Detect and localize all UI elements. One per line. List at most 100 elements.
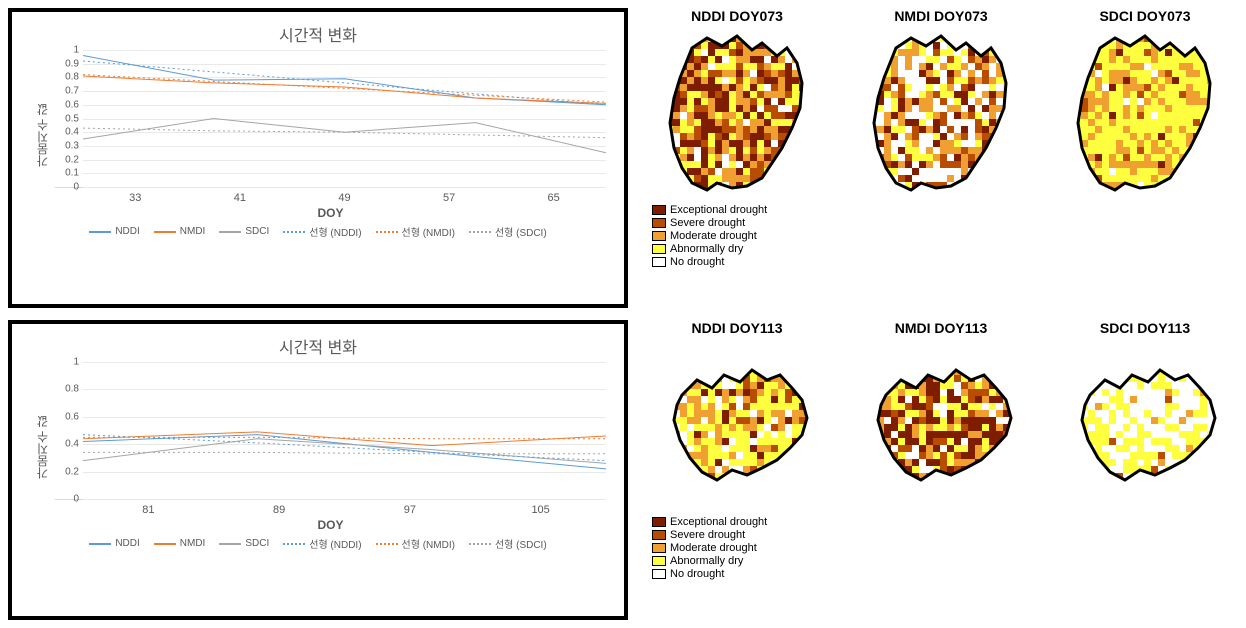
- top-row: 시간적 변화 가뭄지수 값 00.10.20.30.40.50.60.70.80…: [8, 8, 1238, 308]
- map-legend-swatch: [652, 569, 666, 579]
- legend-item: SDCI: [219, 536, 269, 551]
- legend-item: NDDI: [89, 536, 139, 551]
- xtick: 105: [475, 504, 606, 516]
- ytick: 0.8: [55, 384, 79, 395]
- ytick: 0.4: [55, 127, 79, 138]
- map-legend-label: Severe drought: [670, 529, 745, 541]
- legend-label: SDCI: [245, 226, 269, 237]
- chart-2-xaxis: 818997105: [83, 504, 606, 516]
- map-cell: SDCI DOY113: [1052, 320, 1238, 510]
- chart-2-legend: NDDINMDISDCI선형 (NDDI)선형 (NMDI)선형 (SDCI): [30, 536, 606, 551]
- ytick: 0.2: [55, 154, 79, 165]
- legend-label: 선형 (NMDI): [402, 224, 455, 239]
- maps-bottom-panel: NDDI DOY113 NMDI DOY113 SDCI DOY113 Except…: [644, 320, 1238, 620]
- chart-1-plot: 00.10.20.30.40.50.60.70.80.91: [55, 50, 606, 188]
- map-legend-label: Severe drought: [670, 217, 745, 229]
- chart-1-panel: 시간적 변화 가뭄지수 값 00.10.20.30.40.50.60.70.80…: [8, 8, 628, 308]
- map-legend-label: Abnormally dry: [670, 243, 743, 255]
- chart-2-panel: 시간적 변화 가뭄지수 값 00.20.40.60.81 818997105 D…: [8, 320, 628, 620]
- ytick: 0.6: [55, 99, 79, 110]
- legend-label: NMDI: [180, 538, 206, 549]
- legend-item: 선형 (SDCI): [469, 536, 547, 551]
- map-legend-label: Moderate drought: [670, 230, 757, 242]
- map-legend-swatch: [652, 231, 666, 241]
- chart-1-plot-wrap: 00.10.20.30.40.50.60.70.80.91 3341495765…: [55, 50, 606, 220]
- legend-label: 선형 (NDDI): [309, 224, 361, 239]
- map-cell: NDDI DOY113: [644, 320, 830, 510]
- xtick: 49: [292, 192, 397, 204]
- ytick: 0.3: [55, 140, 79, 151]
- legend-item: NDDI: [89, 224, 139, 239]
- map-cell: NDDI DOY073: [644, 8, 830, 198]
- chart-2-area: 가뭄지수 값 00.20.40.60.81 818997105 DOY: [30, 362, 606, 532]
- ytick: 0.1: [55, 168, 79, 179]
- legend-label: NDDI: [115, 226, 139, 237]
- ytick: 0.5: [55, 113, 79, 124]
- map-legend-label: Moderate drought: [670, 542, 757, 554]
- legend-label: 선형 (NDDI): [309, 536, 361, 551]
- legend-item: SDCI: [219, 224, 269, 239]
- xtick: 65: [501, 192, 606, 204]
- map-title: SDCI DOY073: [1099, 8, 1190, 24]
- ytick: 0.4: [55, 439, 79, 450]
- chart-2-title: 시간적 변화: [30, 334, 606, 358]
- map-legend-swatch: [652, 257, 666, 267]
- legend-label: SDCI: [245, 538, 269, 549]
- legend-label: 선형 (SDCI): [495, 536, 547, 551]
- xtick: 57: [397, 192, 502, 204]
- chart-2-ylabel: 가뭄지수 값: [30, 362, 55, 532]
- ytick: 0.7: [55, 86, 79, 97]
- chart-1-ylabel: 가뭄지수 값: [30, 50, 55, 220]
- map-legend-swatch: [652, 530, 666, 540]
- map-legend-swatch: [652, 543, 666, 553]
- map-legend-swatch: [652, 205, 666, 215]
- chart-2-plot: 00.20.40.60.81: [55, 362, 606, 500]
- map-legend-swatch: [652, 244, 666, 254]
- chart-1-legend: NDDI NMDI SDCI 선형 (NDDI) 선형 (NMDI) 선형 (SDCI): [30, 224, 606, 239]
- map-cell: SDCI DOY073: [1052, 8, 1238, 198]
- xtick: 97: [345, 504, 476, 516]
- map-title: NDDI DOY073: [691, 8, 783, 24]
- legend-item: 선형 (NDDI): [283, 224, 361, 239]
- map-legend-item: Moderate drought: [652, 230, 767, 242]
- ytick: 0.6: [55, 411, 79, 422]
- ytick: 1: [55, 45, 79, 56]
- map-title: SDCI DOY113: [1100, 320, 1190, 336]
- map-legend-label: Exceptional drought: [670, 516, 767, 528]
- xtick: 33: [83, 192, 188, 204]
- map-legend-swatch: [652, 218, 666, 228]
- chart-1-area: 가뭄지수 값 00.10.20.30.40.50.60.70.80.91 334…: [30, 50, 606, 220]
- chart-2-plot-wrap: 00.20.40.60.81 818997105 DOY: [55, 362, 606, 532]
- map-legend-item: No drought: [652, 568, 767, 580]
- map-legend-swatch: [652, 517, 666, 527]
- map-title: NMDI DOY113: [895, 320, 988, 336]
- map-legend-item: Severe drought: [652, 217, 767, 229]
- ytick: 0.8: [55, 72, 79, 83]
- xtick: 41: [188, 192, 293, 204]
- map-legend-swatch: [652, 556, 666, 566]
- legend-item: 선형 (NDDI): [283, 536, 361, 551]
- map-legend-top: Exceptional droughtSevere droughtModerat…: [652, 204, 767, 269]
- maps-bottom-row: NDDI DOY113 NMDI DOY113 SDCI DOY113: [644, 320, 1238, 510]
- legend-label: 선형 (SDCI): [495, 224, 547, 239]
- legend-item: NMDI: [154, 536, 206, 551]
- maps-top-panel: NDDI DOY073 NMDI DOY073 SDCI DOY073 Except…: [644, 8, 1238, 308]
- map-legend-bottom: Exceptional droughtSevere droughtModerat…: [652, 516, 767, 581]
- legend-label: NMDI: [180, 226, 206, 237]
- legend-label: NDDI: [115, 538, 139, 549]
- maps-top-row: NDDI DOY073 NMDI DOY073 SDCI DOY073: [644, 8, 1238, 198]
- ytick: 0.9: [55, 58, 79, 69]
- map-legend-label: No drought: [670, 256, 724, 268]
- map-title: NMDI DOY073: [894, 8, 987, 24]
- map-legend-item: Moderate drought: [652, 542, 767, 554]
- chart-1-xlabel: DOY: [55, 206, 606, 220]
- ytick: 1: [55, 357, 79, 368]
- map-legend-item: Severe drought: [652, 529, 767, 541]
- map-legend-label: No drought: [670, 568, 724, 580]
- chart-2-xlabel: DOY: [55, 518, 606, 532]
- map-legend-item: No drought: [652, 256, 767, 268]
- map-legend-item: Abnormally dry: [652, 555, 767, 567]
- ytick: 0: [55, 494, 79, 505]
- map-legend-item: Exceptional drought: [652, 204, 767, 216]
- map-legend-label: Abnormally dry: [670, 555, 743, 567]
